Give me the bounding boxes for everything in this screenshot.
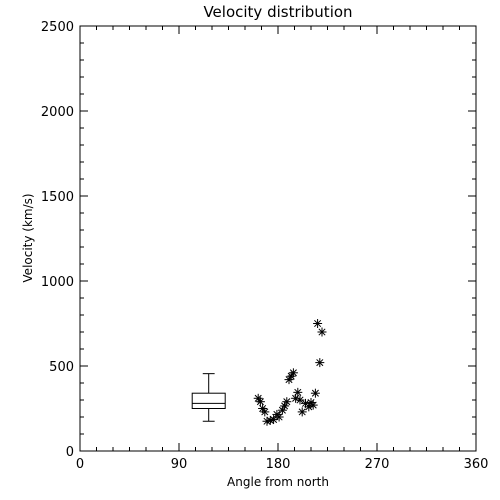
asterisk-stroke — [301, 399, 310, 407]
data-points — [253, 319, 327, 426]
asterisk-stroke — [261, 408, 269, 416]
asterisk-stroke — [256, 398, 264, 406]
data-point — [297, 407, 307, 417]
x-tick-label: 270 — [365, 457, 390, 472]
y-axis-label: Velocity (km/s) — [21, 193, 35, 282]
data-point — [255, 397, 265, 407]
asterisk-stroke — [318, 328, 326, 336]
box-iqr — [191, 392, 226, 410]
x-tick-label: 0 — [76, 457, 84, 472]
x-tick-label: 90 — [171, 457, 188, 472]
data-point — [315, 358, 325, 368]
y-tick-label: 0 — [66, 445, 74, 460]
asterisk-stroke — [296, 396, 304, 404]
asterisk-stroke — [289, 369, 297, 377]
asterisk-stroke — [275, 413, 283, 421]
x-tick-label: 180 — [266, 457, 291, 472]
data-point — [260, 407, 270, 417]
asterisk-stroke — [298, 408, 306, 416]
data-point — [313, 319, 323, 328]
data-point — [288, 368, 298, 378]
y-tick-label: 2000 — [41, 105, 74, 120]
data-point — [310, 388, 320, 398]
data-point — [308, 400, 318, 410]
asterisk-stroke — [259, 404, 267, 413]
y-axis: 0 500 1000 1500 2000 2500 — [41, 20, 476, 460]
y-tick-label: 500 — [49, 360, 74, 375]
chart-title: Velocity distribution — [203, 3, 352, 21]
asterisk-stroke — [283, 398, 291, 406]
data-point — [274, 412, 284, 422]
plot-frame — [79, 25, 477, 452]
x-axis-label: Angle from north — [227, 475, 329, 489]
y-tick-label: 2500 — [41, 20, 74, 35]
asterisk-stroke — [254, 394, 262, 402]
x-tick-label: 360 — [464, 457, 489, 472]
y-tick-label: 1000 — [41, 275, 74, 290]
asterisk-stroke — [316, 359, 324, 367]
data-point — [293, 387, 303, 397]
x-axis: 0 90 180 270 360 — [76, 26, 489, 472]
y-tick-label: 1500 — [41, 190, 74, 205]
asterisk-stroke — [294, 388, 302, 396]
asterisk-stroke — [309, 401, 317, 409]
data-point — [277, 405, 287, 415]
boxplot — [191, 373, 226, 422]
data-point — [282, 397, 292, 407]
data-point — [295, 395, 305, 405]
asterisk-stroke — [311, 389, 319, 397]
data-point — [317, 327, 327, 337]
asterisk-stroke — [314, 319, 322, 328]
